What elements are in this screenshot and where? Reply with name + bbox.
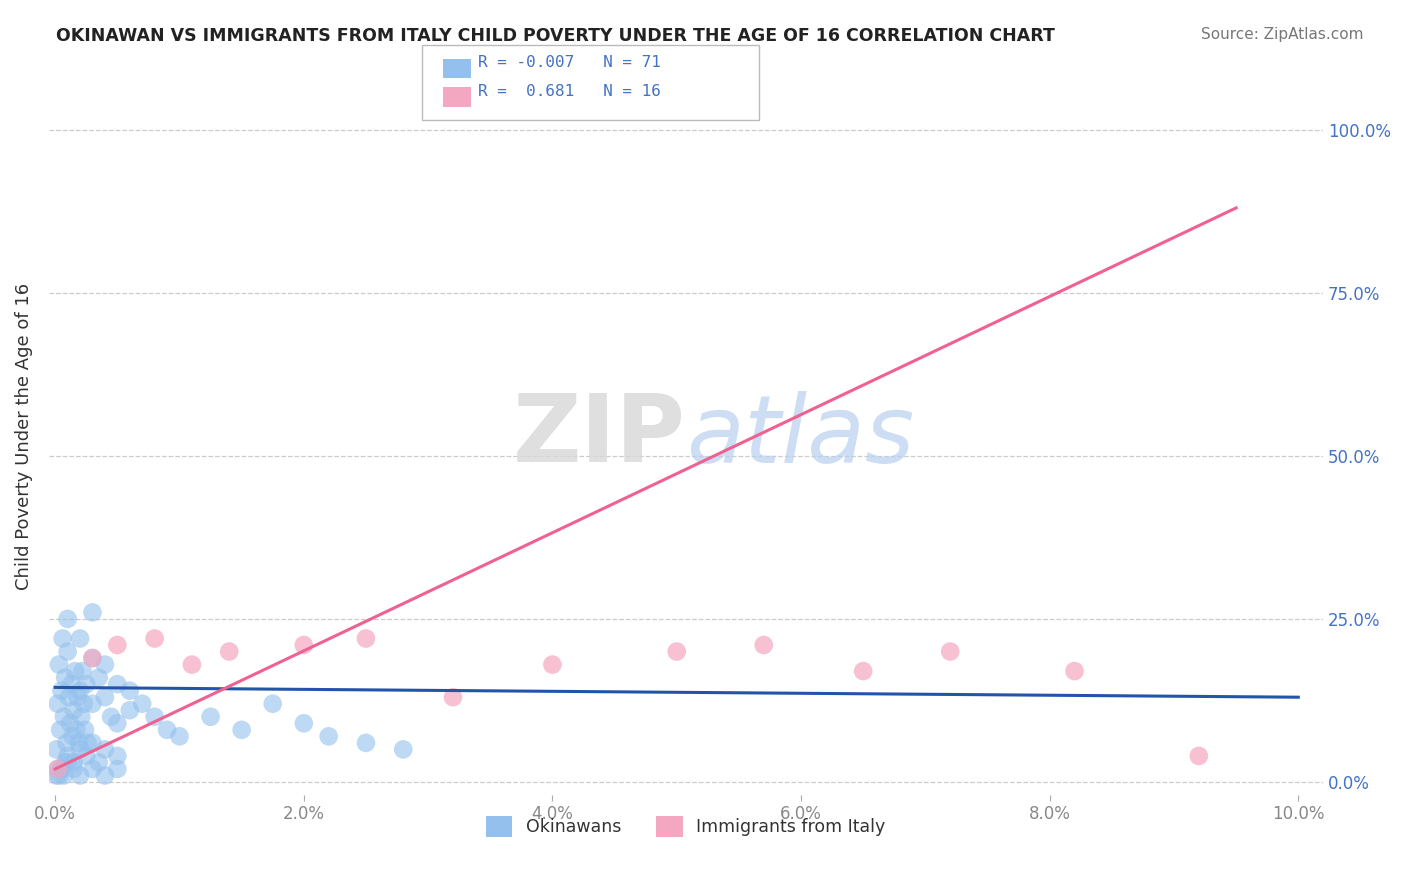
Point <box>45 742 67 756</box>
Point <box>105 677 128 691</box>
Point <box>105 638 128 652</box>
Point <box>105 716 128 731</box>
Point <box>48 657 70 672</box>
Point <box>53 671 76 685</box>
Point <box>1063 664 1085 678</box>
Point <box>76 736 98 750</box>
Point <box>45 768 67 782</box>
Point <box>392 742 415 756</box>
Point <box>131 697 153 711</box>
Point <box>87 671 110 685</box>
Point <box>66 690 89 705</box>
Point <box>82 651 104 665</box>
Point <box>318 729 340 743</box>
Point <box>752 638 775 652</box>
Point <box>262 697 284 711</box>
Point <box>292 638 315 652</box>
Point <box>69 683 91 698</box>
Point <box>52 710 75 724</box>
Point <box>46 762 69 776</box>
Point <box>94 742 117 756</box>
Point <box>665 644 688 658</box>
Text: R =  0.681   N = 16: R = 0.681 N = 16 <box>478 84 661 99</box>
Point <box>63 664 86 678</box>
Point <box>63 762 86 776</box>
Point <box>51 762 73 776</box>
Point <box>70 710 93 724</box>
Point <box>87 756 110 770</box>
Point <box>51 683 73 698</box>
Point <box>143 710 166 724</box>
Point <box>55 736 77 750</box>
Text: OKINAWAN VS IMMIGRANTS FROM ITALY CHILD POVERTY UNDER THE AGE OF 16 CORRELATION : OKINAWAN VS IMMIGRANTS FROM ITALY CHILD … <box>56 27 1054 45</box>
Point <box>292 716 315 731</box>
Point <box>82 736 104 750</box>
Point <box>82 651 104 665</box>
Point <box>73 723 96 737</box>
Point <box>94 768 117 782</box>
Point <box>63 756 86 770</box>
Point <box>541 657 564 672</box>
Point <box>72 664 94 678</box>
Point <box>56 612 79 626</box>
Point <box>181 657 204 672</box>
Point <box>354 632 377 646</box>
Point <box>118 703 141 717</box>
Text: ZIP: ZIP <box>513 390 686 483</box>
Point <box>69 632 91 646</box>
Point <box>52 632 75 646</box>
Point <box>65 723 87 737</box>
Point <box>67 736 90 750</box>
Legend: Okinawans, Immigrants from Italy: Okinawans, Immigrants from Italy <box>479 809 893 844</box>
Point <box>56 756 79 770</box>
Point <box>939 644 962 658</box>
Point <box>46 762 69 776</box>
Y-axis label: Child Poverty Under the Age of 16: Child Poverty Under the Age of 16 <box>15 283 32 590</box>
Point <box>82 762 104 776</box>
Point <box>52 768 75 782</box>
Point <box>51 762 73 776</box>
Point <box>852 664 875 678</box>
Point <box>49 723 72 737</box>
Point <box>82 697 104 711</box>
Point <box>53 756 76 770</box>
Point <box>218 644 240 658</box>
Point <box>82 606 104 620</box>
Point <box>56 644 79 658</box>
Point <box>46 697 69 711</box>
Point <box>118 683 141 698</box>
Point <box>62 729 84 743</box>
Point <box>75 677 97 691</box>
Point <box>59 716 82 731</box>
Point <box>441 690 464 705</box>
Point <box>105 762 128 776</box>
Point <box>60 677 83 691</box>
Point <box>143 632 166 646</box>
Point <box>63 703 86 717</box>
Text: atlas: atlas <box>686 391 914 482</box>
Point <box>56 748 79 763</box>
Point <box>58 690 80 705</box>
Point <box>69 768 91 782</box>
Point <box>94 657 117 672</box>
Point <box>100 710 122 724</box>
Point <box>1188 748 1211 763</box>
Point <box>200 710 222 724</box>
Point <box>75 748 97 763</box>
Point <box>73 697 96 711</box>
Text: R = -0.007   N = 71: R = -0.007 N = 71 <box>478 55 661 70</box>
Point <box>354 736 377 750</box>
Point <box>94 690 117 705</box>
Text: Source: ZipAtlas.com: Source: ZipAtlas.com <box>1201 27 1364 42</box>
Point <box>169 729 191 743</box>
Point <box>156 723 179 737</box>
Point <box>105 748 128 763</box>
Point <box>69 742 91 756</box>
Point <box>231 723 253 737</box>
Point <box>48 768 70 782</box>
